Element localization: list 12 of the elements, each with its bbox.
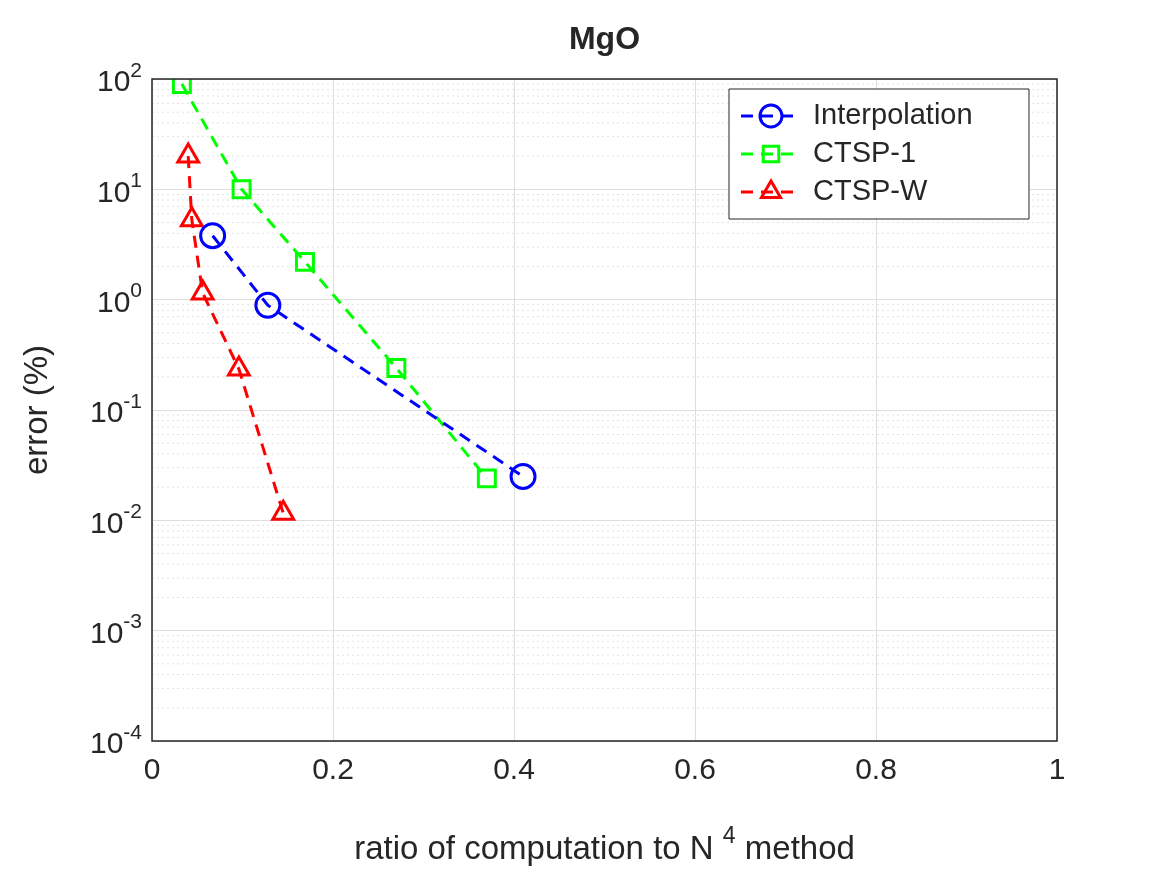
chart-title: MgO — [568, 19, 641, 56]
x-tick-label: 0.8 — [855, 752, 897, 786]
legend-label: CTSP-1 — [813, 136, 917, 168]
legend-label: Interpolation — [813, 98, 973, 130]
x-tick-label: 0.4 — [493, 752, 535, 786]
x-axis-title: ratio of computation to N 4 method — [354, 822, 855, 867]
x-tick-label: 0.2 — [312, 752, 354, 786]
x-tick-label: 1 — [1048, 752, 1066, 786]
x-tick-label: 0 — [143, 752, 161, 786]
y-axis-title: error (%) — [17, 344, 55, 476]
x-tick-label: 0.6 — [674, 752, 716, 786]
legend-label: CTSP-W — [813, 174, 928, 206]
